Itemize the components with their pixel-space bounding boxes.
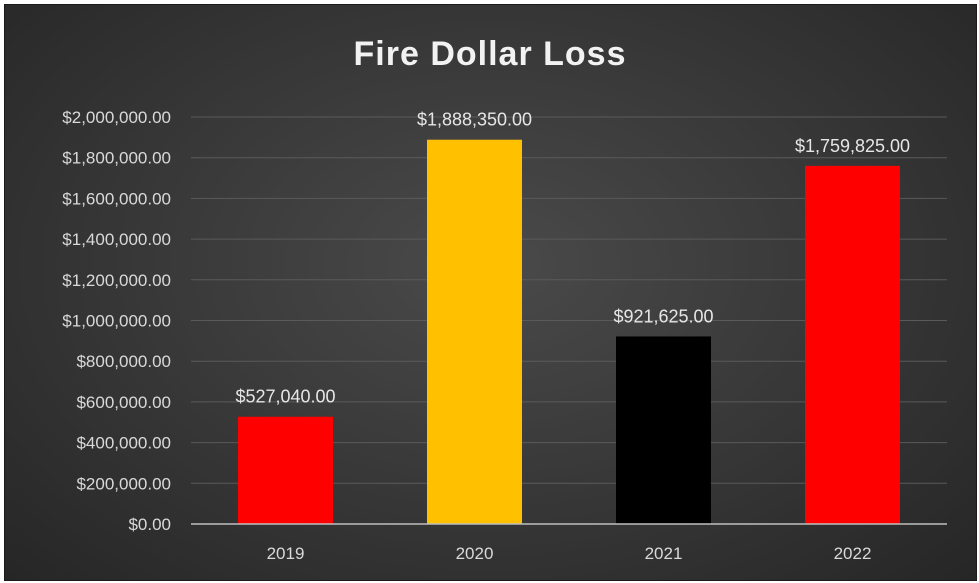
y-tick-label: $1,200,000.00 — [62, 271, 171, 290]
x-category-label: 2021 — [645, 544, 683, 563]
y-axis-tick-labels: $0.00 $200,000.00 $400,000.00 $600,000.00 $8… — [62, 108, 171, 534]
y-tick-label: $1,400,000.00 — [62, 230, 171, 249]
y-tick-label: $400,000.00 — [76, 434, 171, 453]
y-tick-label: $1,800,000.00 — [62, 149, 171, 168]
y-tick-label: $1,000,000.00 — [62, 312, 171, 331]
chart-title: Fire Dollar Loss — [354, 35, 627, 73]
y-tick-label: $800,000.00 — [76, 352, 171, 371]
bar-2020 — [427, 139, 522, 525]
data-label-2019: $527,040.00 — [235, 387, 335, 407]
x-axis-category-labels: 2019 2020 2021 2022 — [267, 544, 872, 563]
y-tick-label: $1,600,000.00 — [62, 189, 171, 208]
x-category-label: 2019 — [267, 544, 305, 563]
bar-2021 — [616, 336, 711, 524]
y-tick-label: $600,000.00 — [76, 393, 171, 412]
chart-frame: Fire Dollar Loss $0.00 $200,000.00 $400,00… — [4, 4, 977, 581]
bar-2022 — [805, 165, 900, 524]
data-labels: $527,040.00 $1,888,350.00 $921,625.00 $1,75… — [235, 110, 910, 407]
x-category-label: 2022 — [834, 544, 872, 563]
data-label-2021: $921,625.00 — [613, 306, 713, 326]
y-tick-label: $2,000,000.00 — [62, 108, 171, 127]
bar-chart: Fire Dollar Loss $0.00 $200,000.00 $400,00… — [62, 35, 947, 563]
x-category-label: 2020 — [456, 544, 494, 563]
data-label-2022: $1,759,825.00 — [795, 136, 910, 156]
data-label-2020: $1,888,350.00 — [417, 110, 532, 130]
y-tick-label: $200,000.00 — [76, 474, 171, 493]
y-tick-label: $0.00 — [128, 515, 171, 534]
bar-2019 — [238, 416, 333, 524]
bars — [238, 139, 900, 525]
